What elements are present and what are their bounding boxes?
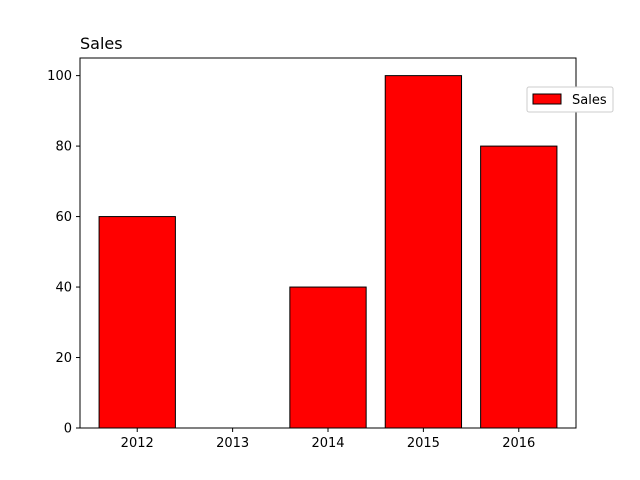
bar-group	[98, 75, 558, 429]
bar-2014	[289, 286, 367, 429]
chart-title: Sales	[80, 34, 123, 53]
y-axis-ticks: 0 20 40 60 80 100	[47, 69, 80, 437]
plot-area-frame	[79, 57, 577, 429]
x-tick-label: 2012	[121, 436, 154, 451]
y-tick-label: 40	[55, 281, 72, 296]
x-tick-label: 2013	[216, 436, 249, 451]
y-tick-label: 60	[55, 210, 72, 225]
legend-swatch	[532, 93, 562, 105]
x-tick-label: 2015	[407, 436, 440, 451]
bar-2012	[98, 216, 176, 429]
bar-2016	[480, 145, 558, 429]
legend-frame	[526, 86, 614, 113]
y-tick-label: 80	[55, 140, 72, 155]
bar-2015	[384, 75, 463, 429]
x-tick-label: 2016	[502, 436, 535, 451]
legend: Sales	[526, 86, 614, 113]
x-axis-ticks: 2012 2013 2014 2015 2016	[121, 428, 535, 451]
legend-label: Sales	[572, 93, 607, 108]
y-tick-label: 100	[47, 69, 72, 84]
x-tick-label: 2014	[311, 436, 344, 451]
y-tick-label: 20	[55, 351, 72, 366]
y-tick-label: 0	[64, 422, 72, 437]
